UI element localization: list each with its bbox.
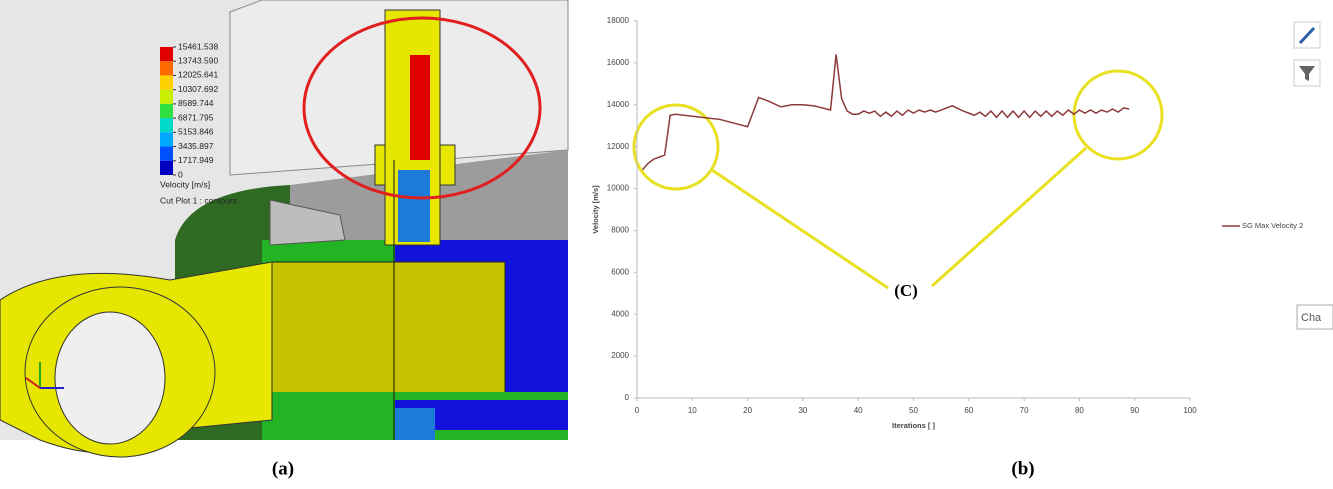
- color-band: [160, 47, 173, 61]
- colorbar-title: Velocity [m/s]: [160, 179, 210, 189]
- tick-label: 13743.590: [178, 55, 218, 65]
- line-chart: (C) 0 2000 4000 6000 8000 10000 12000 14000 1600…: [591, 16, 1303, 430]
- x-tick-label: 80: [1075, 406, 1084, 415]
- x-tick-label: 10: [688, 406, 697, 415]
- caption: (a): [272, 458, 294, 479]
- y-tick-label: 10000: [607, 184, 630, 193]
- y-tick-label: 6000: [611, 267, 629, 276]
- color-band: [160, 132, 173, 146]
- x-tick-label: 20: [743, 406, 752, 415]
- tick-label: 1717.949: [178, 155, 214, 165]
- x-tick-label: 50: [909, 406, 918, 415]
- x-tick-label: 100: [1183, 406, 1197, 415]
- x-tick-label: 30: [798, 406, 807, 415]
- toolbar: Cha: [1294, 22, 1333, 329]
- annotation: (C): [894, 281, 918, 300]
- y-tick-label: 8000: [611, 226, 629, 235]
- y-tick-label: 12000: [607, 142, 630, 151]
- y-axis-title: Velocity [m/s]: [591, 185, 600, 234]
- colorbar-subtitle: Cut Plot 1 : contours: [160, 195, 237, 205]
- x-tick-label: 60: [964, 406, 973, 415]
- y-tick-label: 18000: [607, 16, 630, 25]
- tick-label: 6871.795: [178, 112, 214, 122]
- tick-label: 0: [178, 169, 183, 179]
- color-band: [160, 104, 173, 118]
- tick-label: 15461.538: [178, 41, 218, 51]
- figure: 15461.538 13743.590 12025.641 10307.692 8589…: [0, 0, 1333, 489]
- color-band: [160, 118, 173, 132]
- series-line: [643, 55, 1130, 170]
- legend-label: SG Max Velocity 2: [1242, 221, 1303, 230]
- tick-label: 8589.744: [178, 98, 214, 108]
- y-tick-label: 2000: [611, 351, 629, 360]
- x-axis-title: Iterations [ ]: [892, 421, 935, 430]
- x-tick-label: 90: [1130, 406, 1139, 415]
- x-tick-label: 70: [1020, 406, 1029, 415]
- x-tick-label: 0: [635, 406, 640, 415]
- caption: (b): [1011, 458, 1034, 479]
- tick-label: 3435.897: [178, 141, 214, 151]
- y-tick-label: 16000: [607, 58, 630, 67]
- y-tick-label: 4000: [611, 309, 629, 318]
- color-band: [160, 61, 173, 75]
- tick-label: 10307.692: [178, 84, 218, 94]
- y-tick-label: 0: [625, 393, 630, 402]
- cfd-render: [0, 0, 568, 457]
- y-tick-label: 14000: [607, 100, 630, 109]
- color-band: [160, 90, 173, 104]
- button-label: Cha: [1301, 312, 1322, 324]
- tick-label: 5153.846: [178, 127, 214, 137]
- color-band: [160, 147, 173, 161]
- tick-label: 12025.641: [178, 70, 218, 80]
- x-tick-label: 40: [854, 406, 863, 415]
- color-band: [160, 75, 173, 89]
- color-band: [160, 161, 173, 175]
